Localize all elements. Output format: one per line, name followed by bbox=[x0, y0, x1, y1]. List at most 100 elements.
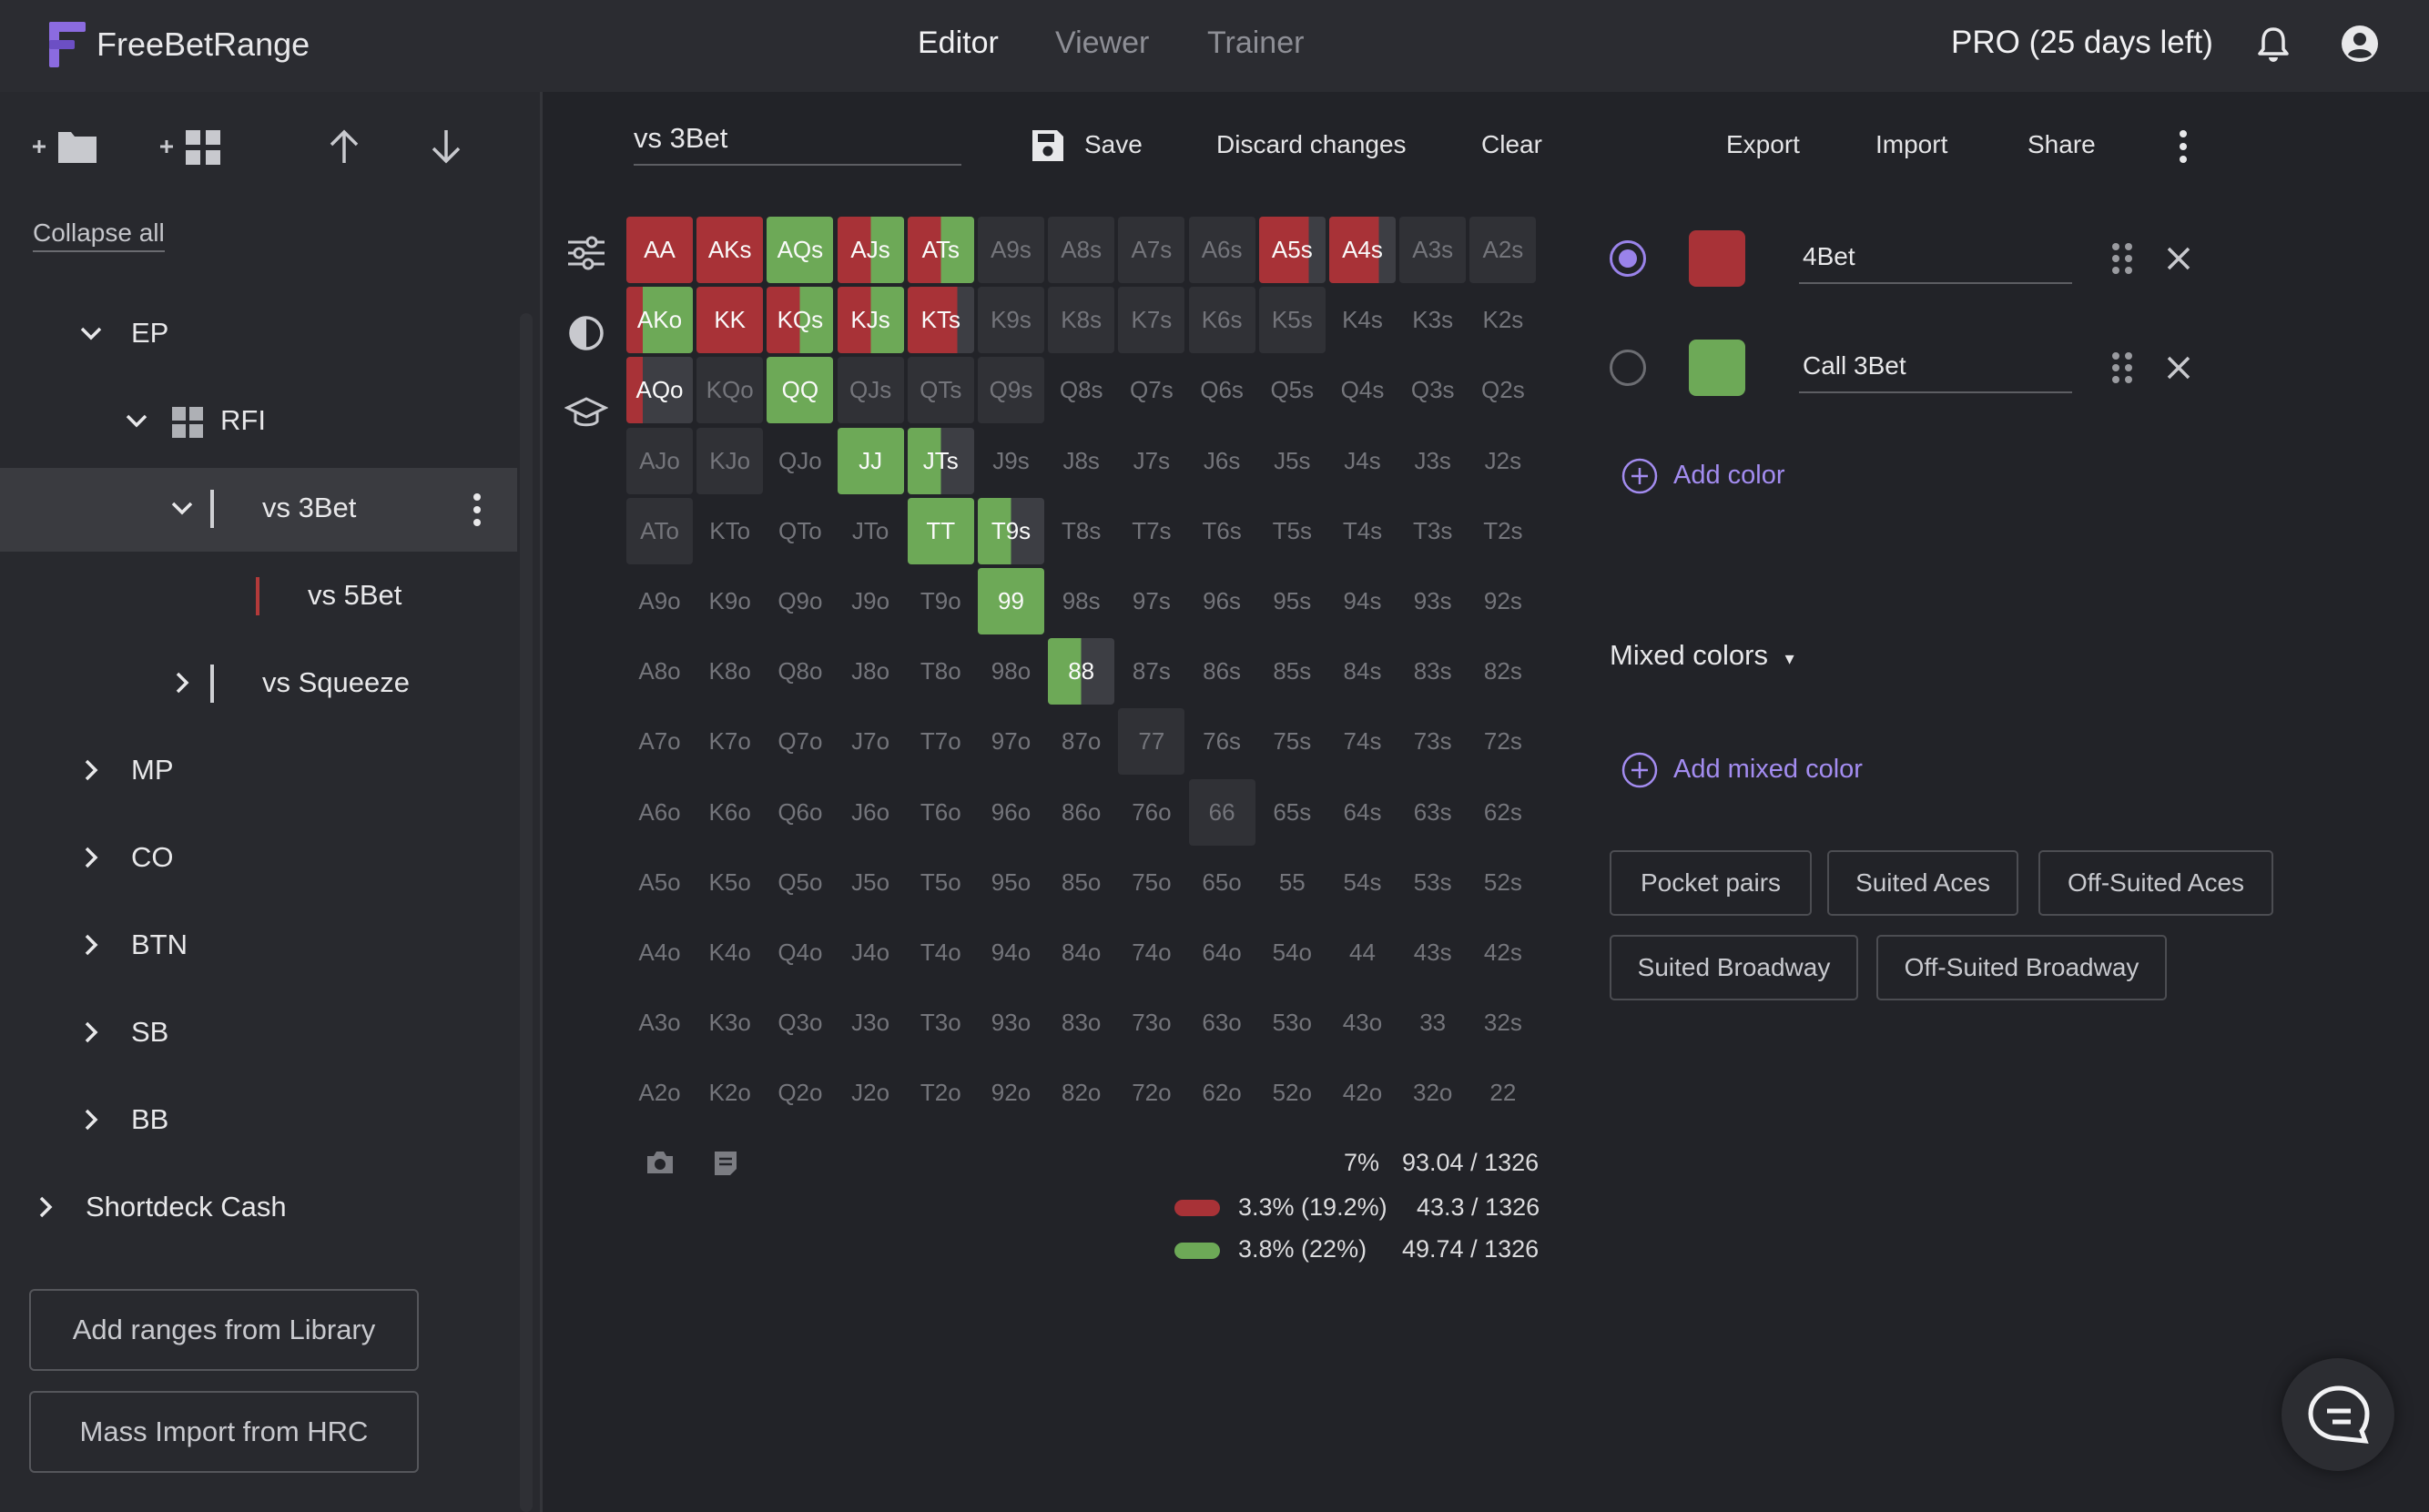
hand-cell-a6o[interactable]: A6o bbox=[638, 797, 681, 826]
hand-cell-a4s[interactable]: A4s bbox=[1329, 217, 1396, 283]
bell-icon[interactable] bbox=[2251, 22, 2295, 66]
nav-viewer[interactable]: Viewer bbox=[1055, 25, 1150, 60]
tree-item-btn[interactable]: BTN bbox=[0, 905, 517, 989]
action-radio-4bet[interactable] bbox=[1610, 240, 1646, 277]
hand-cell-k7s[interactable]: K7s bbox=[1118, 287, 1185, 354]
new-folder-icon[interactable] bbox=[29, 125, 100, 168]
hand-cell-ato[interactable]: ATo bbox=[626, 497, 693, 564]
hand-cell-q9o[interactable]: Q9o bbox=[777, 587, 823, 614]
hand-cell-t8s[interactable]: T8s bbox=[1062, 516, 1102, 544]
tree-item-co[interactable]: CO bbox=[0, 817, 517, 901]
hand-cell-kqs[interactable]: KQs bbox=[767, 287, 834, 354]
tree-item-bb[interactable]: BB bbox=[0, 1080, 517, 1163]
hand-cell-jj[interactable]: JJ bbox=[837, 427, 904, 494]
hand-cell-aqo[interactable]: AQo bbox=[626, 357, 693, 424]
chevron-right-icon[interactable] bbox=[76, 756, 106, 785]
hand-cell-a5o[interactable]: A5o bbox=[638, 868, 681, 896]
hand-cell-t4o[interactable]: T4o bbox=[920, 939, 961, 966]
import-button[interactable]: Import bbox=[1875, 130, 1948, 158]
hand-cell-95s[interactable]: 95s bbox=[1273, 587, 1312, 614]
hand-cell-kts[interactable]: KTs bbox=[907, 287, 974, 354]
add-ranges-from-library-button[interactable]: Add ranges from Library bbox=[29, 1289, 419, 1371]
hand-cell-63s[interactable]: 63s bbox=[1413, 797, 1452, 826]
hand-cell-k5o[interactable]: K5o bbox=[708, 868, 751, 896]
hand-cell-qto[interactable]: QTo bbox=[778, 516, 822, 544]
hand-cell-aks[interactable]: AKs bbox=[696, 217, 764, 283]
hand-cell-82o[interactable]: 82o bbox=[1061, 1079, 1102, 1107]
discard-changes-button[interactable]: Discard changes bbox=[1216, 130, 1407, 158]
hand-cell-42o[interactable]: 42o bbox=[1342, 1079, 1383, 1107]
hand-cell-96o[interactable]: 96o bbox=[991, 797, 1032, 826]
collapse-all-link[interactable]: Collapse all bbox=[33, 218, 165, 252]
hand-cell-77[interactable]: 77 bbox=[1118, 708, 1185, 776]
hand-cell-q9s[interactable]: Q9s bbox=[978, 357, 1044, 424]
hand-cell-73s[interactable]: 73s bbox=[1413, 727, 1452, 756]
hand-cell-a7o[interactable]: A7o bbox=[638, 727, 681, 756]
chevron-right-icon[interactable] bbox=[31, 1192, 60, 1222]
hand-cell-a2o[interactable]: A2o bbox=[638, 1079, 681, 1107]
hand-cell-j7s[interactable]: J7s bbox=[1133, 446, 1171, 474]
freebetrange-logo-icon[interactable] bbox=[47, 20, 89, 69]
hand-range-grid[interactable]: AA AKs AQs AJs ATs A9s A8s A7s A6s A5s A4s A3s A2s AK… bbox=[626, 217, 1537, 1127]
hand-cell-86s[interactable]: 86s bbox=[1203, 657, 1242, 685]
hand-cell-97o[interactable]: 97o bbox=[991, 727, 1032, 756]
tree-item-vs-3bet[interactable]: vs 3Bet bbox=[0, 468, 517, 552]
hand-cell-t2s[interactable]: T2s bbox=[1483, 516, 1523, 544]
graduation-cap-icon[interactable] bbox=[564, 391, 608, 435]
contrast-icon[interactable] bbox=[564, 311, 608, 355]
hand-cell-kto[interactable]: KTo bbox=[709, 516, 751, 544]
hand-cell-k5s[interactable]: K5s bbox=[1258, 287, 1326, 354]
hand-cell-k4s[interactable]: K4s bbox=[1342, 306, 1383, 334]
hand-cell-t9o[interactable]: T9o bbox=[920, 587, 961, 614]
range-name-input[interactable]: vs 3Bet bbox=[634, 117, 961, 166]
hand-cell-85o[interactable]: 85o bbox=[1061, 868, 1102, 896]
notes-icon[interactable] bbox=[712, 1149, 739, 1178]
hand-cell-k7o[interactable]: K7o bbox=[708, 727, 751, 756]
hand-cell-84o[interactable]: 84o bbox=[1061, 939, 1102, 966]
hand-cell-t4s[interactable]: T4s bbox=[1342, 516, 1383, 544]
hand-cell-q8o[interactable]: Q8o bbox=[777, 657, 823, 685]
hand-cell-kk[interactable]: KK bbox=[696, 287, 764, 354]
hand-cell-83o[interactable]: 83o bbox=[1061, 1009, 1102, 1037]
hand-cell-82s[interactable]: 82s bbox=[1483, 657, 1522, 685]
hand-cell-kjs[interactable]: KJs bbox=[837, 287, 904, 354]
hand-cell-qts[interactable]: QTs bbox=[907, 357, 974, 424]
hand-cell-a5s[interactable]: A5s bbox=[1258, 217, 1326, 283]
hand-cell-96s[interactable]: 96s bbox=[1203, 587, 1242, 614]
hand-cell-74o[interactable]: 74o bbox=[1132, 939, 1172, 966]
hand-cell-q2s[interactable]: Q2s bbox=[1481, 376, 1525, 404]
hand-cell-98s[interactable]: 98s bbox=[1062, 587, 1101, 614]
tree-item-ep[interactable]: EP bbox=[0, 293, 517, 377]
hand-cell-q7o[interactable]: Q7o bbox=[777, 727, 823, 756]
move-up-icon[interactable] bbox=[324, 125, 364, 168]
hand-cell-q6s[interactable]: Q6s bbox=[1200, 376, 1244, 404]
hand-cell-65o[interactable]: 65o bbox=[1202, 868, 1242, 896]
hand-cell-76s[interactable]: 76s bbox=[1203, 727, 1242, 756]
hand-cell-97s[interactable]: 97s bbox=[1132, 587, 1171, 614]
hand-cell-55[interactable]: 55 bbox=[1278, 868, 1306, 896]
drag-handle-icon[interactable] bbox=[2109, 350, 2135, 386]
hand-cell-j8s[interactable]: J8s bbox=[1062, 446, 1100, 474]
hand-cell-a3o[interactable]: A3o bbox=[638, 1009, 681, 1037]
hand-cell-k9o[interactable]: K9o bbox=[708, 587, 751, 614]
hand-cell-62s[interactable]: 62s bbox=[1483, 797, 1522, 826]
save-button[interactable]: Save bbox=[1084, 130, 1143, 158]
more-vertical-icon[interactable] bbox=[2172, 128, 2194, 165]
hand-cell-q2o[interactable]: Q2o bbox=[777, 1079, 823, 1107]
brand-name[interactable]: FreeBetRange bbox=[97, 25, 310, 63]
hand-cell-k6s[interactable]: K6s bbox=[1188, 287, 1255, 354]
hand-cell-33[interactable]: 33 bbox=[1419, 1009, 1447, 1037]
hand-cell-t2o[interactable]: T2o bbox=[920, 1079, 961, 1107]
chevron-right-icon[interactable] bbox=[76, 1018, 106, 1047]
hand-cell-a8o[interactable]: A8o bbox=[638, 657, 681, 685]
hand-cell-54o[interactable]: 54o bbox=[1272, 939, 1312, 966]
preset-off-suited-aces[interactable]: Off-Suited Aces bbox=[2038, 850, 2273, 916]
chat-widget-button[interactable] bbox=[2282, 1358, 2394, 1471]
clear-button[interactable]: Clear bbox=[1481, 130, 1542, 158]
preset-suited-aces[interactable]: Suited Aces bbox=[1827, 850, 2018, 916]
hand-cell-t3s[interactable]: T3s bbox=[1413, 516, 1453, 544]
hand-cell-t8o[interactable]: T8o bbox=[920, 657, 961, 685]
hand-cell-j3o[interactable]: J3o bbox=[851, 1009, 890, 1037]
close-icon[interactable] bbox=[2165, 354, 2192, 381]
add-circle-icon[interactable] bbox=[1621, 751, 1659, 789]
